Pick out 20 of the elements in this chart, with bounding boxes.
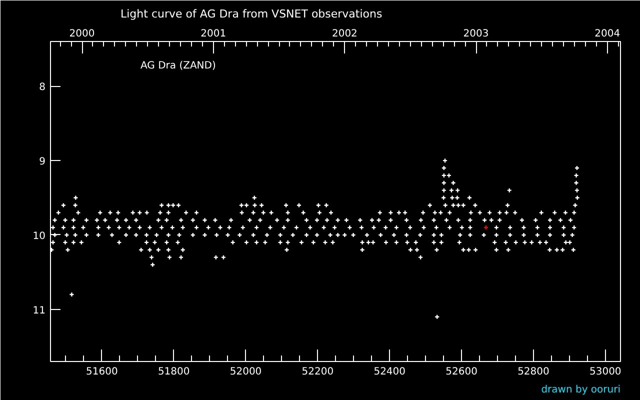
x-tick-label: 51600: [86, 366, 118, 378]
x2-tick-label: 2001: [200, 28, 226, 40]
text: drawn by ooruri: [541, 384, 621, 396]
y-tick-label: 10: [32, 230, 46, 242]
x-tick-label: 53000: [589, 366, 622, 378]
y-tick-label: 11: [32, 305, 46, 316]
x-tick-label: 52600: [446, 366, 478, 378]
x-tick-label: 51800: [158, 366, 190, 378]
x-tick-label: 52800: [518, 366, 550, 378]
x2-tick-label: 2002: [332, 28, 358, 40]
x-tick-label: 52400: [374, 366, 406, 378]
x-tick-label: 52200: [302, 366, 334, 378]
y-tick-label: 9: [39, 156, 46, 168]
y-tick-label: 8: [39, 82, 46, 94]
annotation: AG Dra (ZAND): [140, 60, 216, 72]
chart-title: Light curve of AG Dra from VSNET observations: [120, 8, 382, 20]
x2-tick-label: 2004: [594, 28, 620, 40]
x2-tick-label: 2000: [69, 28, 95, 40]
x-tick-label: 52000: [230, 366, 262, 378]
x2-tick-label: 2003: [463, 28, 489, 40]
